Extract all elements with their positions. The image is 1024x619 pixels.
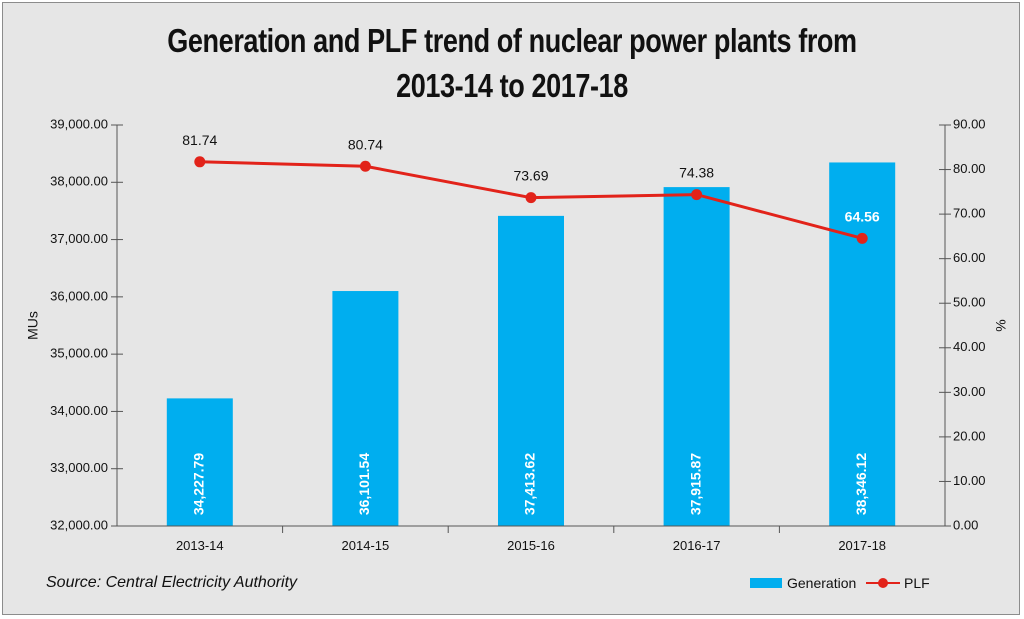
bar-label-generation: 36,101.54 xyxy=(356,453,372,515)
y-left-tick-label: 36,000.00 xyxy=(50,288,108,303)
chart-title-line-2: 2013-14 to 2017-18 xyxy=(396,67,628,104)
y-left-tick-label: 39,000.00 xyxy=(50,116,108,131)
y-left-tick-label: 34,000.00 xyxy=(50,403,108,418)
point-plf-2013-14 xyxy=(194,156,206,168)
x-tick-label: 2016-17 xyxy=(673,538,721,553)
x-tick-label: 2017-18 xyxy=(838,538,886,553)
y-right-tick-label: 40.00 xyxy=(953,339,986,354)
y-right-tick-label: 0.00 xyxy=(953,517,978,532)
y-right-tick-label: 60.00 xyxy=(953,250,986,265)
x-tick-label: 2015-16 xyxy=(507,538,555,553)
y-right-tick-label: 30.00 xyxy=(953,384,986,399)
x-tick-label: 2014-15 xyxy=(342,538,390,553)
y-right-tick-label: 10.00 xyxy=(953,473,986,488)
bar-generation-2017-18 xyxy=(829,162,896,526)
bar-label-generation: 38,346.12 xyxy=(853,453,869,515)
legend-item-generation: Generation xyxy=(750,575,856,591)
chart-title-line-1: Generation and PLF trend of nuclear powe… xyxy=(167,22,857,59)
legend-swatch-plf xyxy=(866,577,900,589)
bar-generation-2015-16 xyxy=(498,215,564,527)
bar-label-generation: 37,915.87 xyxy=(687,453,703,515)
y-right-tick-label: 20.00 xyxy=(953,428,986,443)
legend-label-plf: PLF xyxy=(904,575,930,591)
point-plf-2015-16 xyxy=(525,192,537,204)
point-plf-2016-17 xyxy=(691,189,703,201)
point-label-plf: 81.74 xyxy=(182,132,217,148)
point-plf-2014-15 xyxy=(359,160,371,172)
point-label-plf: 80.74 xyxy=(348,136,383,152)
point-plf-2017-18 xyxy=(856,232,868,244)
y-right-tick-label: 90.00 xyxy=(953,116,986,131)
y-left-tick-label: 32,000.00 xyxy=(50,517,108,532)
legend-item-plf: PLF xyxy=(866,575,930,591)
y-left-tick-label: 37,000.00 xyxy=(50,231,108,246)
y-right-tick-label: 70.00 xyxy=(953,206,986,221)
point-label-plf: 73.69 xyxy=(513,168,548,184)
legend-swatch-generation xyxy=(750,578,782,588)
y-axis-right-title: % xyxy=(993,319,1009,331)
point-label-plf: 74.38 xyxy=(679,165,714,181)
bar-label-generation: 37,413.62 xyxy=(522,453,538,515)
y-left-tick-label: 33,000.00 xyxy=(50,460,108,475)
point-label-plf: 64.56 xyxy=(845,208,880,224)
y-right-tick-label: 80.00 xyxy=(953,161,986,176)
source-note: Source: Central Electricity Authority xyxy=(46,574,298,591)
y-axis-left-title: MUs xyxy=(25,311,41,340)
y-right-tick-label: 50.00 xyxy=(953,295,986,310)
bar-generation-2014-15 xyxy=(332,291,399,526)
bar-generation-2013-14 xyxy=(166,398,233,526)
y-left-tick-label: 38,000.00 xyxy=(50,174,108,189)
bar-generation-2016-17 xyxy=(663,187,730,526)
legend-label-generation: Generation xyxy=(787,575,857,591)
bar-label-generation: 34,227.79 xyxy=(191,453,207,515)
y-left-tick-label: 35,000.00 xyxy=(50,346,108,361)
x-tick-label: 2013-14 xyxy=(176,538,224,553)
